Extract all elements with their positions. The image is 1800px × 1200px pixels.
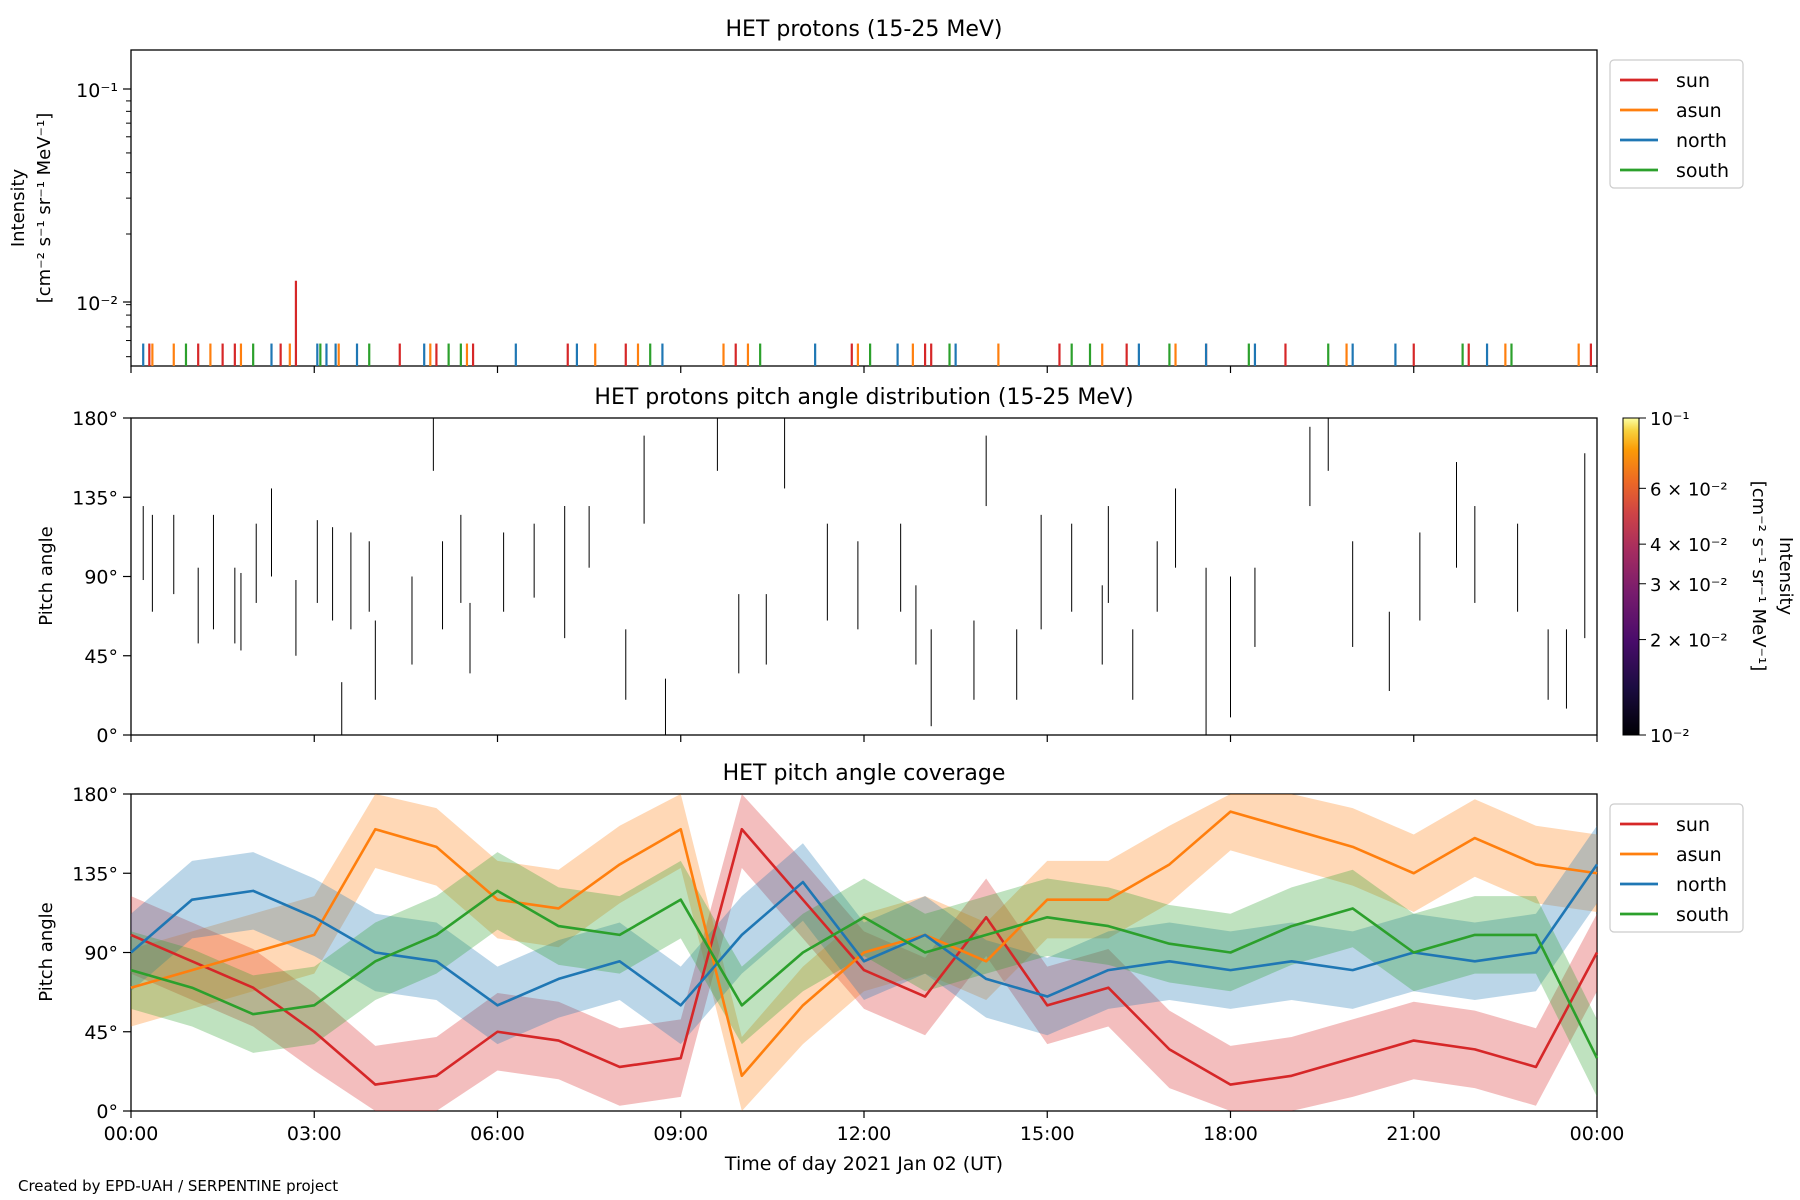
panel3-title: HET pitch angle coverage bbox=[723, 761, 1006, 786]
panel1-ytick-major-1: 10⁻² bbox=[76, 293, 131, 315]
panel-pad: HET protons pitch angle distribution (15… bbox=[36, 385, 1796, 747]
ytick-label: 45° bbox=[84, 646, 118, 668]
xtick-label: 06:00 bbox=[470, 1123, 525, 1145]
panel1-legend: sun asun north south bbox=[1609, 59, 1744, 189]
legend-label-sun: sun bbox=[1676, 70, 1710, 92]
legend-label-asun: asun bbox=[1676, 844, 1722, 866]
panel1-title: HET protons (15-25 MeV) bbox=[726, 17, 1003, 42]
ytick-label: 0° bbox=[96, 725, 118, 747]
panel-coverage: HET pitch angle coverage 0° 45° 90° 135° 180… bbox=[36, 761, 1744, 1175]
panel3-yticks: 0° 45° 90° 135° 180° bbox=[72, 784, 131, 1123]
panel1-ytick-label-1: 10⁻² bbox=[76, 293, 118, 315]
legend-frame bbox=[1609, 803, 1744, 933]
colorbar-tick-label: 10⁻² bbox=[1650, 726, 1690, 747]
xtick-label: 15:00 bbox=[1020, 1123, 1075, 1145]
ytick-label: 45° bbox=[84, 1022, 118, 1044]
ytick-label: 0° bbox=[96, 1101, 118, 1123]
colorbar-tick-label: 4 × 10⁻² bbox=[1650, 535, 1728, 556]
xtick-label: 09:00 bbox=[653, 1123, 708, 1145]
coverage-line-north bbox=[130, 863, 1599, 1007]
xtick-label: 21:00 bbox=[1386, 1123, 1441, 1145]
colorbar-tick-label: 10⁻¹ bbox=[1650, 409, 1690, 430]
panel-intensity: HET protons (15-25 MeV) 10⁻² 10⁻¹ Intens… bbox=[8, 17, 1744, 373]
panel1-ylabel: Intensity bbox=[8, 168, 29, 247]
panel3-lines bbox=[130, 810, 1599, 1086]
footer-credit: Created by EPD-UAH / SERPENTINE project bbox=[18, 1177, 339, 1195]
xtick-label: 00:00 bbox=[1570, 1123, 1625, 1145]
panel3-legend: sun asun north south bbox=[1609, 803, 1744, 933]
panel1-xticks bbox=[130, 366, 1598, 373]
ytick-label: 135° bbox=[72, 487, 118, 509]
legend-label-asun: asun bbox=[1676, 100, 1722, 122]
coverage-band-north bbox=[131, 825, 1597, 1045]
colorbar-units: [cm⁻² s⁻¹ sr⁻¹ MeV⁻¹] bbox=[1748, 481, 1769, 672]
panel1-yticks-minor bbox=[126, 100, 131, 358]
colorbar-tick-label: 6 × 10⁻² bbox=[1650, 479, 1728, 500]
panel2-xticks bbox=[130, 735, 1598, 742]
colorbar-tick-label: 2 × 10⁻² bbox=[1650, 631, 1728, 652]
xtick-label: 18:00 bbox=[1203, 1123, 1258, 1145]
xtick-label: 12:00 bbox=[837, 1123, 892, 1145]
ytick-label: 180° bbox=[72, 408, 118, 430]
panel2-title: HET protons pitch angle distribution (15… bbox=[594, 385, 1133, 410]
legend-label-south: south bbox=[1676, 904, 1729, 926]
colorbar bbox=[1622, 417, 1640, 736]
panel3-xticks: 00:00 03:00 06:00 09:00 12:00 15:00 18:00 21:00… bbox=[104, 1111, 1625, 1145]
ytick-label: 180° bbox=[72, 784, 118, 806]
panel3-ylabel: Pitch angle bbox=[36, 902, 57, 1001]
colorbar-ticks: 10⁻² 2 × 10⁻² 3 × 10⁻² 4 × 10⁻² 6 × 10⁻² 10⁻¹ bbox=[1639, 409, 1728, 747]
panel1-marks bbox=[142, 280, 1592, 366]
panel3-xlabel: Time of day 2021 Jan 02 (UT) bbox=[724, 1153, 1003, 1175]
legend-label-north: north bbox=[1676, 874, 1727, 896]
panel2-marks bbox=[142, 418, 1586, 735]
ytick-label: 90° bbox=[84, 567, 118, 589]
panel1-ylabel-units: [cm⁻² s⁻¹ sr⁻¹ MeV⁻¹] bbox=[34, 113, 55, 304]
legend-label-south: south bbox=[1676, 160, 1729, 182]
coverage-band-south bbox=[131, 852, 1597, 1097]
coverage-line-sun bbox=[130, 827, 1599, 1086]
ytick-label: 135° bbox=[72, 863, 118, 885]
ytick-label: 90° bbox=[84, 943, 118, 965]
coverage-line-south bbox=[130, 889, 1599, 1059]
panel1-ytick-major-2: 10⁻¹ bbox=[76, 80, 131, 102]
xtick-label: 03:00 bbox=[287, 1123, 342, 1145]
legend-label-north: north bbox=[1676, 130, 1727, 152]
coverage-line-asun bbox=[130, 810, 1598, 1078]
legend-frame bbox=[1609, 59, 1744, 189]
panel1-frame bbox=[130, 49, 1598, 367]
panel2-ylabel: Pitch angle bbox=[36, 526, 57, 625]
colorbar-tick-label: 3 × 10⁻² bbox=[1650, 575, 1728, 596]
colorbar-label: Intensity bbox=[1775, 537, 1796, 616]
legend-label-sun: sun bbox=[1676, 814, 1710, 836]
panel1-ytick-label-2: 10⁻¹ bbox=[76, 80, 118, 102]
panel2-yticks: 0° 45° 90° 135° 180° bbox=[72, 408, 131, 747]
xtick-label: 00:00 bbox=[104, 1123, 159, 1145]
